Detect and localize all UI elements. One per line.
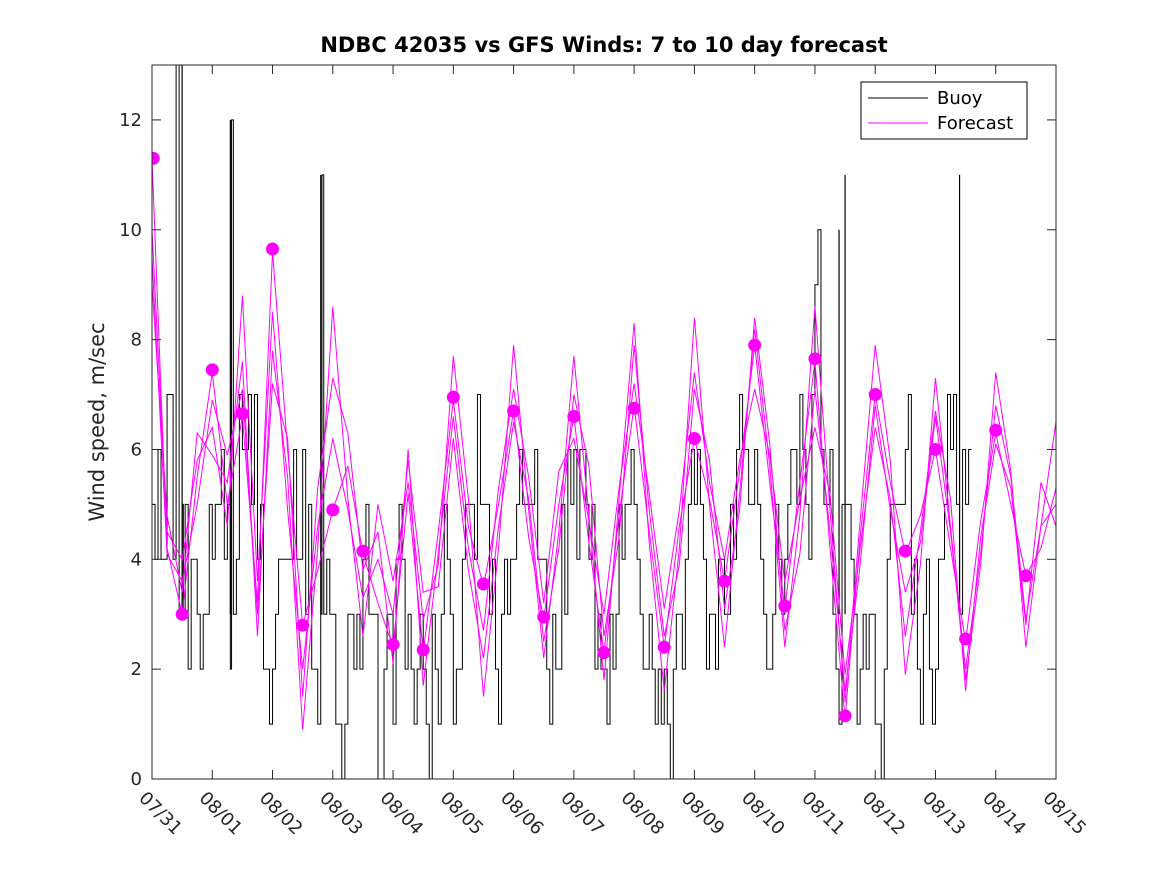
legend-buoy-label: Buoy: [937, 88, 983, 109]
forecast-marker-17: [657, 640, 671, 654]
forecast-marker-13: [537, 610, 551, 624]
y-tick-label-8: 8: [131, 330, 142, 351]
y-tick-label-0: 0: [131, 769, 142, 790]
forecast-marker-4: [266, 242, 280, 256]
plot-area: [152, 65, 1056, 779]
forecast-line-3: [152, 257, 1056, 697]
forecast-marker-3: [235, 407, 249, 421]
axes-box: [151, 64, 1057, 780]
y-tick-label-12: 12: [119, 110, 142, 131]
series-layer: [152, 65, 1056, 779]
forecast-marker-28: [989, 423, 1003, 437]
forecast-marker-16: [627, 401, 641, 415]
forecast-marker-11: [476, 577, 490, 591]
forecast-marker-18: [687, 431, 701, 445]
legend-forecast-label: Forecast: [937, 113, 1013, 134]
forecast-marker-2: [205, 363, 219, 377]
forecast-marker-10: [446, 390, 460, 404]
forecast-marker-15: [597, 646, 611, 660]
forecast-marker-1: [175, 607, 189, 621]
forecast-marker-23: [838, 709, 852, 723]
forecast-marker-20: [748, 338, 762, 352]
y-tick-label-6: 6: [131, 439, 142, 460]
forecast-line-1: [152, 229, 1056, 692]
y-tick-label-4: 4: [131, 549, 142, 570]
forecast-marker-29: [1019, 569, 1033, 583]
legend-box: [860, 81, 1028, 140]
forecast-line-2: [152, 284, 1056, 730]
y-tick-label-2: 2: [131, 659, 142, 680]
plot-content: [152, 65, 1056, 779]
forecast-marker-0: [152, 151, 160, 165]
forecast-marker-8: [386, 637, 400, 651]
y-tick-label-10: 10: [119, 220, 142, 241]
forecast-marker-5: [296, 618, 310, 632]
forecast-marker-14: [567, 410, 581, 424]
forecast-marker-21: [778, 599, 792, 613]
forecast-marker-7: [356, 544, 370, 558]
y-axis-label: Wind speed, m/sec: [85, 322, 109, 521]
forecast-marker-27: [959, 632, 973, 646]
forecast-marker-25: [898, 544, 912, 558]
forecast-marker-6: [326, 503, 340, 517]
forecast-marker-24: [868, 388, 882, 402]
forecast-marker-19: [718, 574, 732, 588]
forecast-marker-9: [416, 643, 430, 657]
legend: Buoy Forecast: [860, 81, 1028, 140]
forecast-marker-12: [507, 404, 521, 418]
forecast-marker-22: [808, 352, 822, 366]
chart-title: NDBC 42035 vs GFS Winds: 7 to 10 day for…: [320, 33, 887, 57]
forecast-marker-26: [928, 442, 942, 456]
